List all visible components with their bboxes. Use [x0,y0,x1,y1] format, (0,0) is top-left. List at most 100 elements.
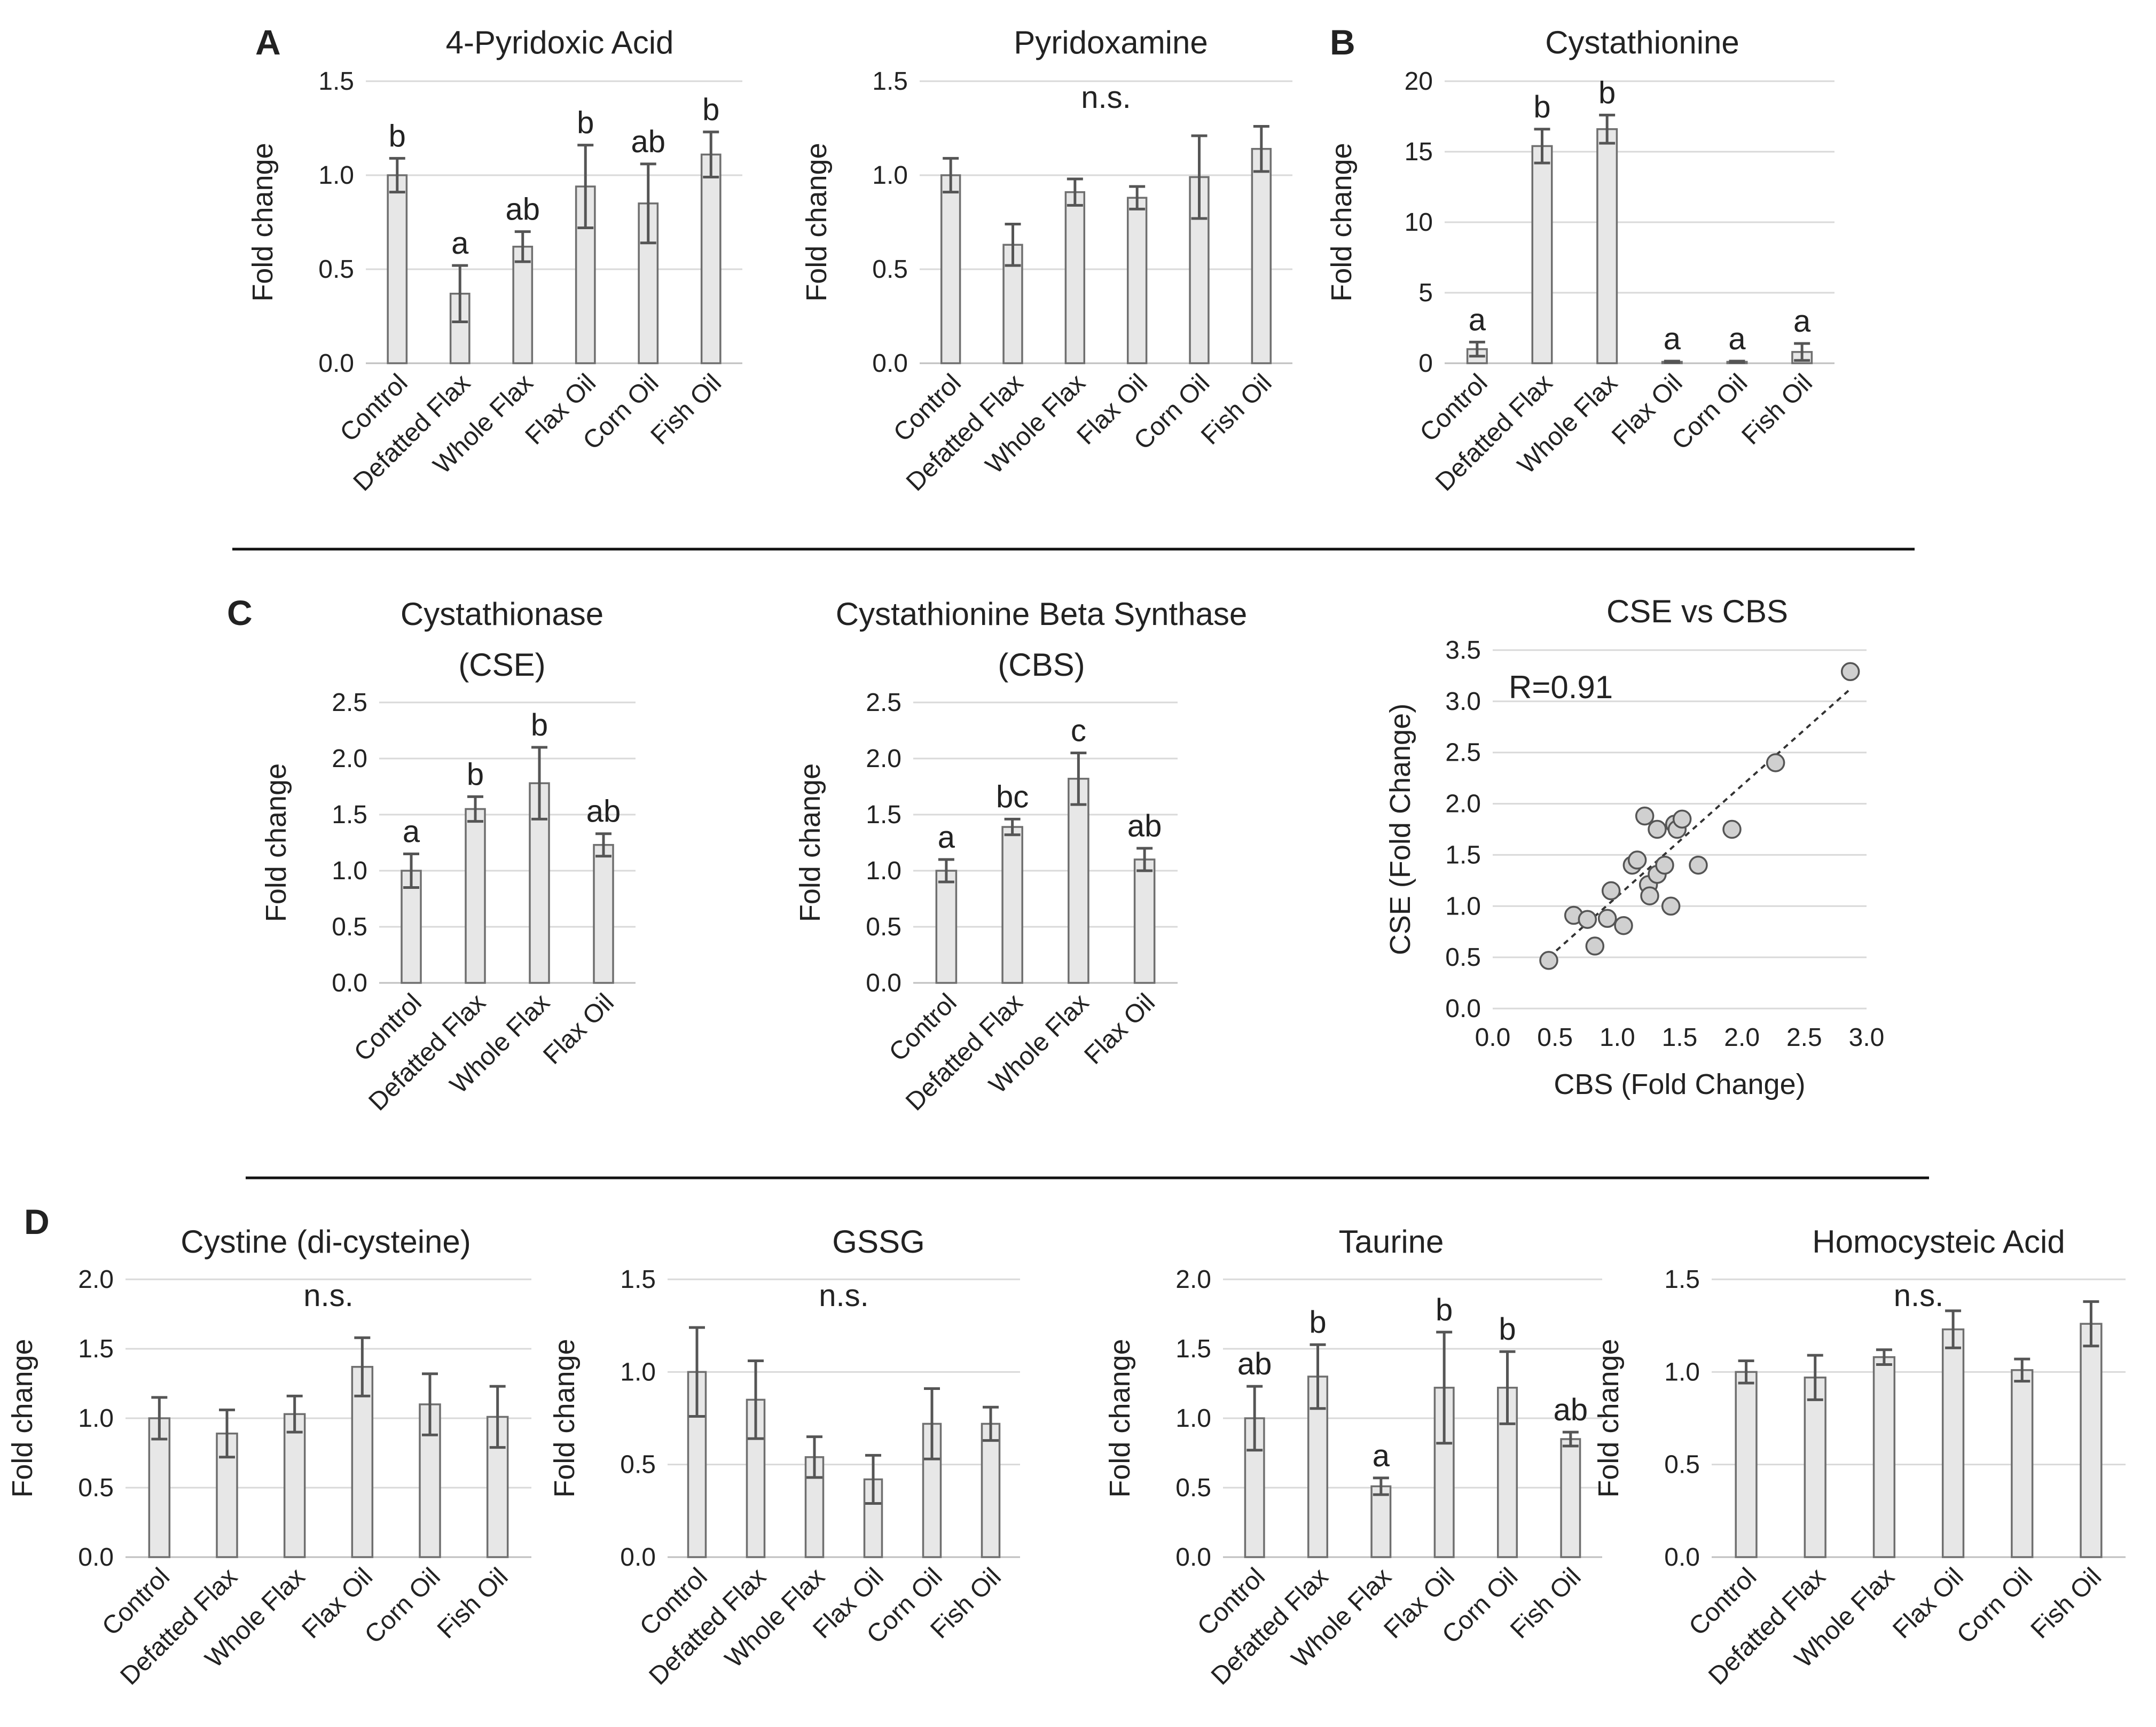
significance-label: b [1533,90,1550,124]
chart-homocysteic: Homocysteic Acid 0.0 0.5 1.0 1.5 Fold change C… [1593,1224,2126,1691]
data-point [1840,662,1860,682]
y-tick-label: 1.5 [1445,841,1481,869]
bar [2080,1323,2103,1558]
x-tick-label: 0.0 [1475,1023,1511,1052]
y-tick-label: 0.5 [866,913,901,941]
bar [1244,1417,1265,1558]
bar [1560,1438,1581,1558]
y-axis-label: Fold change [1104,1339,1136,1497]
bar [1735,1371,1758,1558]
x-tick-label: 0.5 [1537,1023,1573,1052]
x-axis-label: CBS (Fold Change) [1554,1068,1805,1100]
y-tick-label: 1.0 [1445,892,1481,920]
significance-label: a [1728,322,1746,356]
bar [401,870,422,984]
data-point [1648,819,1667,839]
bar [1531,145,1553,364]
bar [1133,858,1156,984]
significance-label: b [1309,1305,1326,1340]
y-tick-label: 1.5 [1175,1335,1211,1363]
y-tick-label: 3.5 [1445,636,1481,665]
y-tick-label: 0.0 [1175,1543,1211,1572]
category-label: Corn Oil [359,1562,446,1649]
category-label: Fish Oil [1736,369,1818,450]
bar [940,174,961,364]
data-point [1661,896,1681,916]
chart-title: Taurine [1339,1224,1444,1260]
bar [981,1423,1001,1558]
significance-label: ab [1554,1393,1588,1427]
y-tick-label: 2.0 [332,745,367,773]
data-point [1689,855,1708,875]
y-tick-label: 0.5 [620,1451,656,1479]
significance-label: b [389,119,406,153]
y-tick-label: 20 [1405,67,1433,96]
y-tick-label: 1.0 [872,161,908,190]
y-tick-label: 2.5 [866,689,901,717]
y-axis-label: Fold change [801,143,833,301]
panel-letter-c: C [227,593,253,632]
y-tick-label: 1.5 [866,801,901,829]
x-tick-label: 3.0 [1849,1023,1885,1052]
trend-line [1548,688,1851,958]
y-tick-label: 1.5 [78,1335,114,1363]
bar [1068,778,1089,984]
chart-title: Cystathionine [1545,25,1739,60]
category-label: Flax Oil [1079,988,1161,1070]
y-tick-label: 0.5 [318,255,354,284]
panel-letter-d: D [24,1202,50,1241]
significance-label: b [577,106,594,140]
significance-label: b [1499,1312,1516,1347]
y-axis-label: Fold change [548,1339,581,1497]
y-tick-label: 2.0 [1445,790,1481,818]
significance-label: c [1071,714,1086,748]
chart-subtitle: (CBS) [998,647,1085,683]
significance-label: a [1664,322,1681,356]
y-tick-label: 1.0 [1664,1358,1700,1386]
chart-title: Pyridoxamine [1014,25,1208,60]
y-tick-label: 0.5 [872,255,908,284]
y-tick-label: 0.0 [318,349,354,378]
y-tick-label: 1.0 [332,857,367,885]
data-point [1655,855,1674,875]
category-label: Flax Oil [538,988,620,1070]
y-axis-label: Fold change [794,763,826,922]
y-axis-label: Fold change [247,143,279,301]
y-axis-label: Fold change [1593,1339,1625,1497]
bar [1804,1376,1826,1558]
bar [935,870,958,984]
chart-cystine: Cystine (di-cysteine) 0.0 0.5 1.0 1.5 2.0 Fold… [6,1224,531,1691]
significance-label: b [1598,75,1616,110]
y-tick-label: 0.5 [1664,1451,1700,1479]
y-tick-label: 1.0 [1175,1404,1211,1433]
significance-label: ab [586,794,621,829]
bar [1001,826,1023,984]
y-tick-label: 5 [1418,279,1433,307]
y-tick-label: 0.0 [332,969,367,997]
chart-title: Cystathionase [401,596,603,632]
y-tick-label: 2.5 [332,689,367,717]
y-axis-label: Fold change [260,763,292,922]
chart-title: CSE vs CBS [1606,593,1788,629]
data-point [1635,806,1655,826]
y-tick-label: 2.0 [1175,1265,1211,1294]
significance-note: n.s. [819,1278,869,1313]
significance-label: a [1793,304,1811,339]
y-tick-label: 2.5 [1445,739,1481,767]
chart-pyridoxic: 4-Pyridoxic Acid 0.0 0.5 1.0 1.5 Fold change b… [247,25,742,497]
y-tick-label: 1.0 [78,1404,114,1433]
bar [512,246,534,364]
bar [1596,128,1618,364]
significance-label: a [1373,1439,1390,1473]
y-tick-label: 1.5 [872,67,908,96]
y-tick-label: 3.0 [1445,687,1481,716]
chart-cbs: Cystathionine Beta Synthase (CBS) 0.0 0.5 1.… [794,596,1247,1116]
significance-label: bc [996,779,1029,814]
chart-title: GSSG [832,1224,924,1260]
y-tick-label: 0.0 [866,969,901,997]
y-tick-label: 1.5 [620,1265,656,1294]
y-tick-label: 0.5 [78,1474,114,1502]
significance-label: a [1469,302,1486,337]
